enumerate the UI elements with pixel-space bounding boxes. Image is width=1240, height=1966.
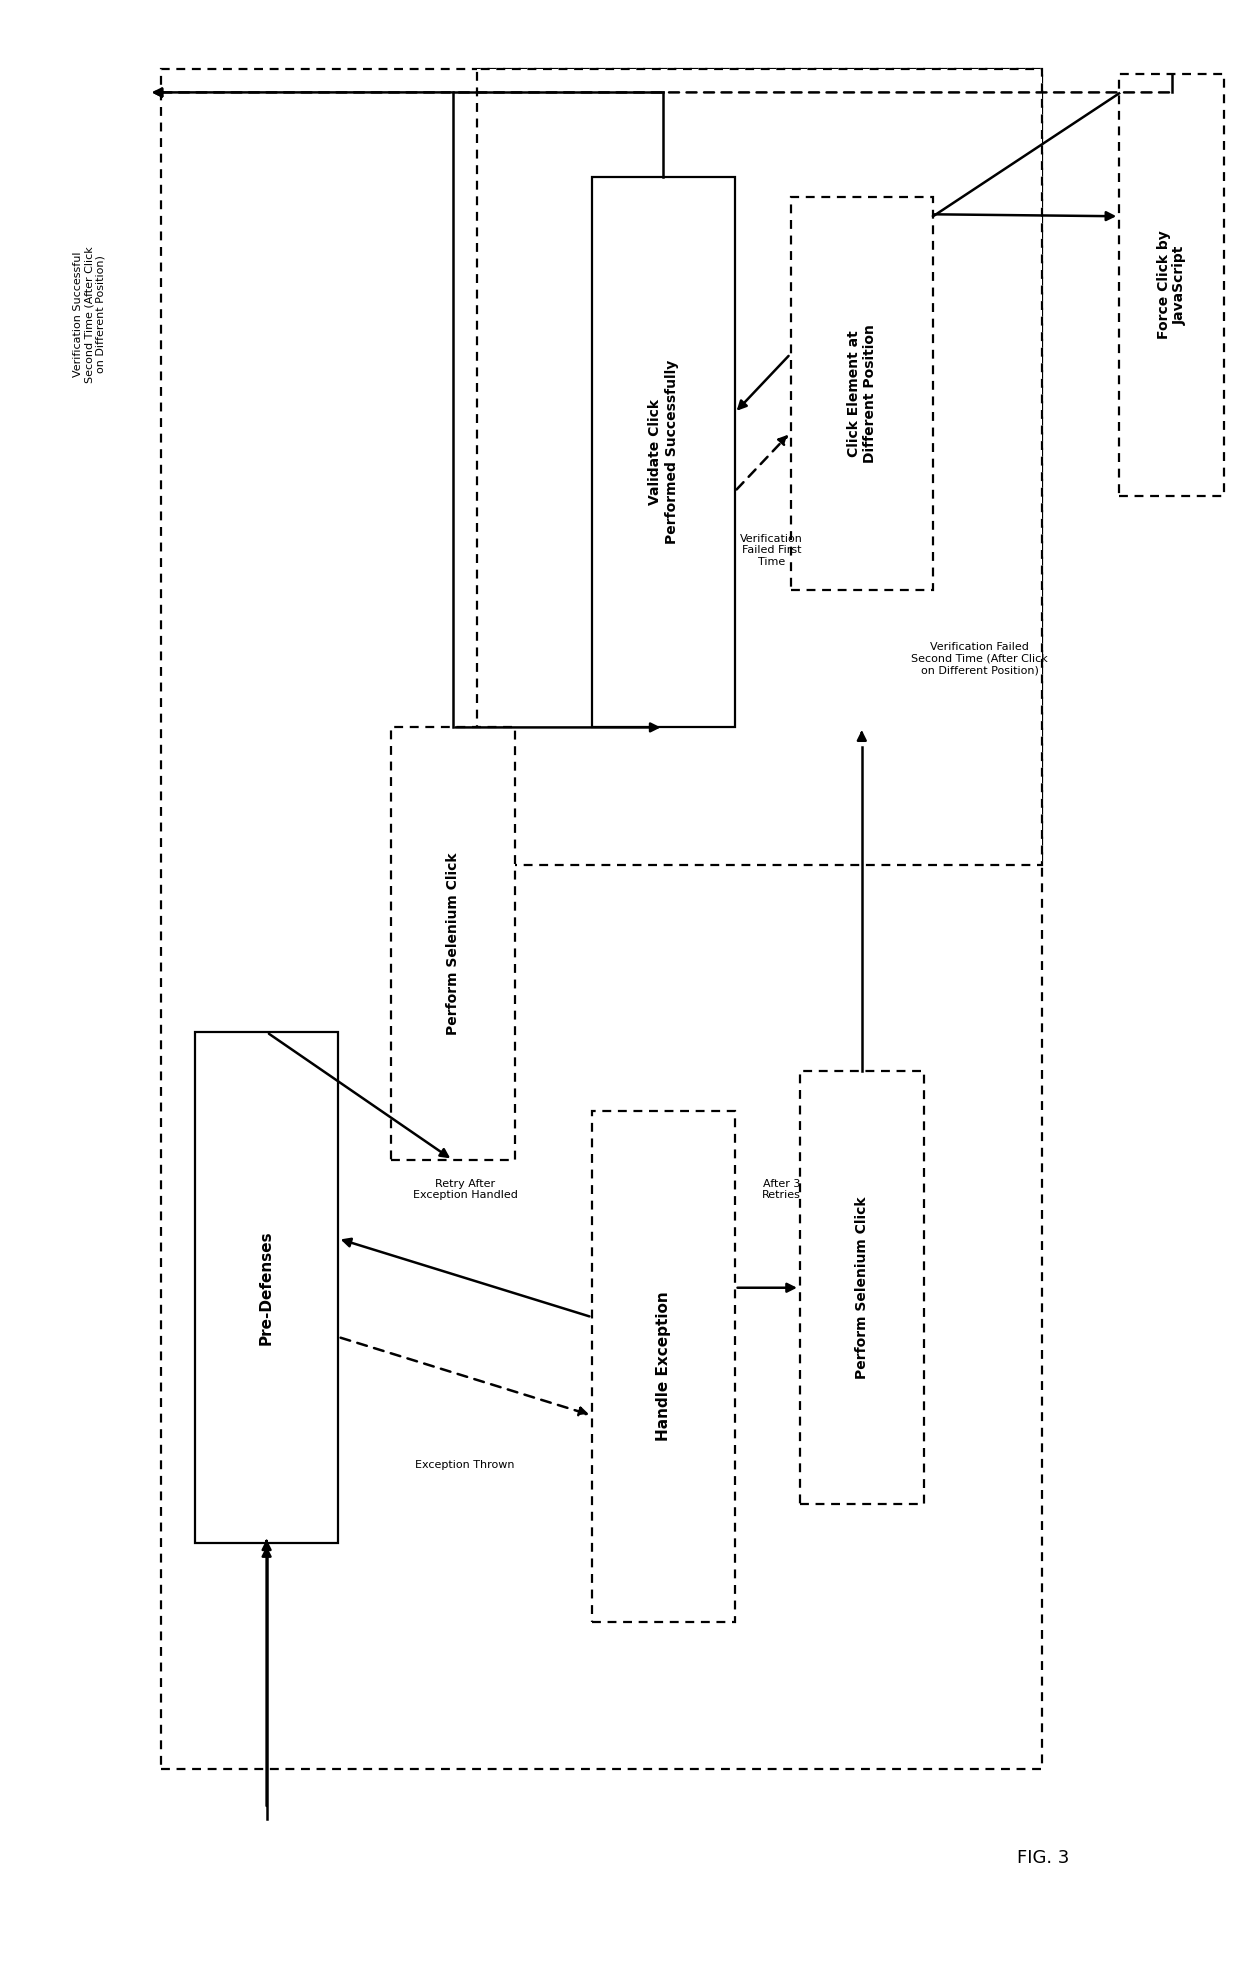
Text: Verification Failed
Second Time (After Click
on Different Position): Verification Failed Second Time (After C…	[911, 643, 1048, 674]
Text: After 3
Retries: After 3 Retries	[761, 1180, 801, 1199]
Text: Validate Click
Performed Successfully: Validate Click Performed Successfully	[649, 360, 678, 545]
Text: Verification
Failed First
Time: Verification Failed First Time	[740, 535, 802, 566]
Text: Perform Selenium Click: Perform Selenium Click	[445, 853, 460, 1034]
Bar	[593, 177, 734, 727]
Text: FIG. 3: FIG. 3	[1017, 1848, 1069, 1868]
Bar	[1118, 75, 1224, 497]
Text: Perform Selenium Click: Perform Selenium Click	[854, 1197, 869, 1378]
Text: Handle Exception: Handle Exception	[656, 1292, 671, 1441]
Text: Exception Thrown: Exception Thrown	[415, 1459, 515, 1471]
Bar	[800, 1071, 924, 1504]
Bar	[196, 1032, 337, 1543]
Text: Click Element at
Different Position: Click Element at Different Position	[847, 324, 877, 462]
Bar	[391, 727, 515, 1160]
Bar	[593, 1111, 734, 1622]
Text: Verification Successful
Second Time (After Click
on Different Position): Verification Successful Second Time (Aft…	[73, 246, 105, 383]
Bar	[791, 197, 934, 590]
Text: Retry After
Exception Handled: Retry After Exception Handled	[413, 1180, 517, 1199]
Text: Force Click by
JavaScript: Force Click by JavaScript	[1157, 230, 1187, 340]
Bar	[477, 69, 1042, 865]
Bar	[161, 69, 1042, 1769]
Text: Pre-Defenses: Pre-Defenses	[259, 1231, 274, 1345]
